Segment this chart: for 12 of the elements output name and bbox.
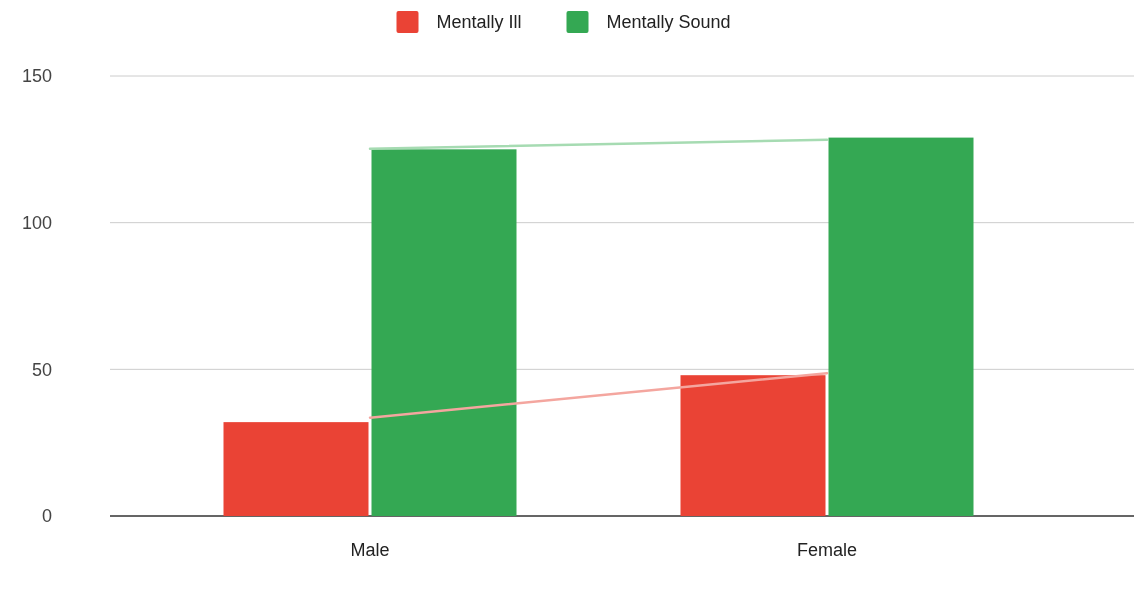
y-tick-label: 150 bbox=[21, 66, 52, 87]
x-tick-label: Female bbox=[796, 540, 858, 560]
bar bbox=[223, 422, 369, 516]
bar bbox=[371, 149, 517, 516]
y-tick-label: 0 bbox=[41, 506, 52, 527]
y-tick-label: 50 bbox=[31, 359, 52, 380]
legend-label: Mentally Sound bbox=[606, 12, 731, 33]
y-tick-label: 100 bbox=[21, 212, 52, 233]
bar bbox=[828, 137, 974, 516]
legend-label: Mentally Ill bbox=[436, 12, 522, 33]
bar bbox=[680, 375, 826, 516]
x-tick-label: Male bbox=[350, 540, 390, 560]
